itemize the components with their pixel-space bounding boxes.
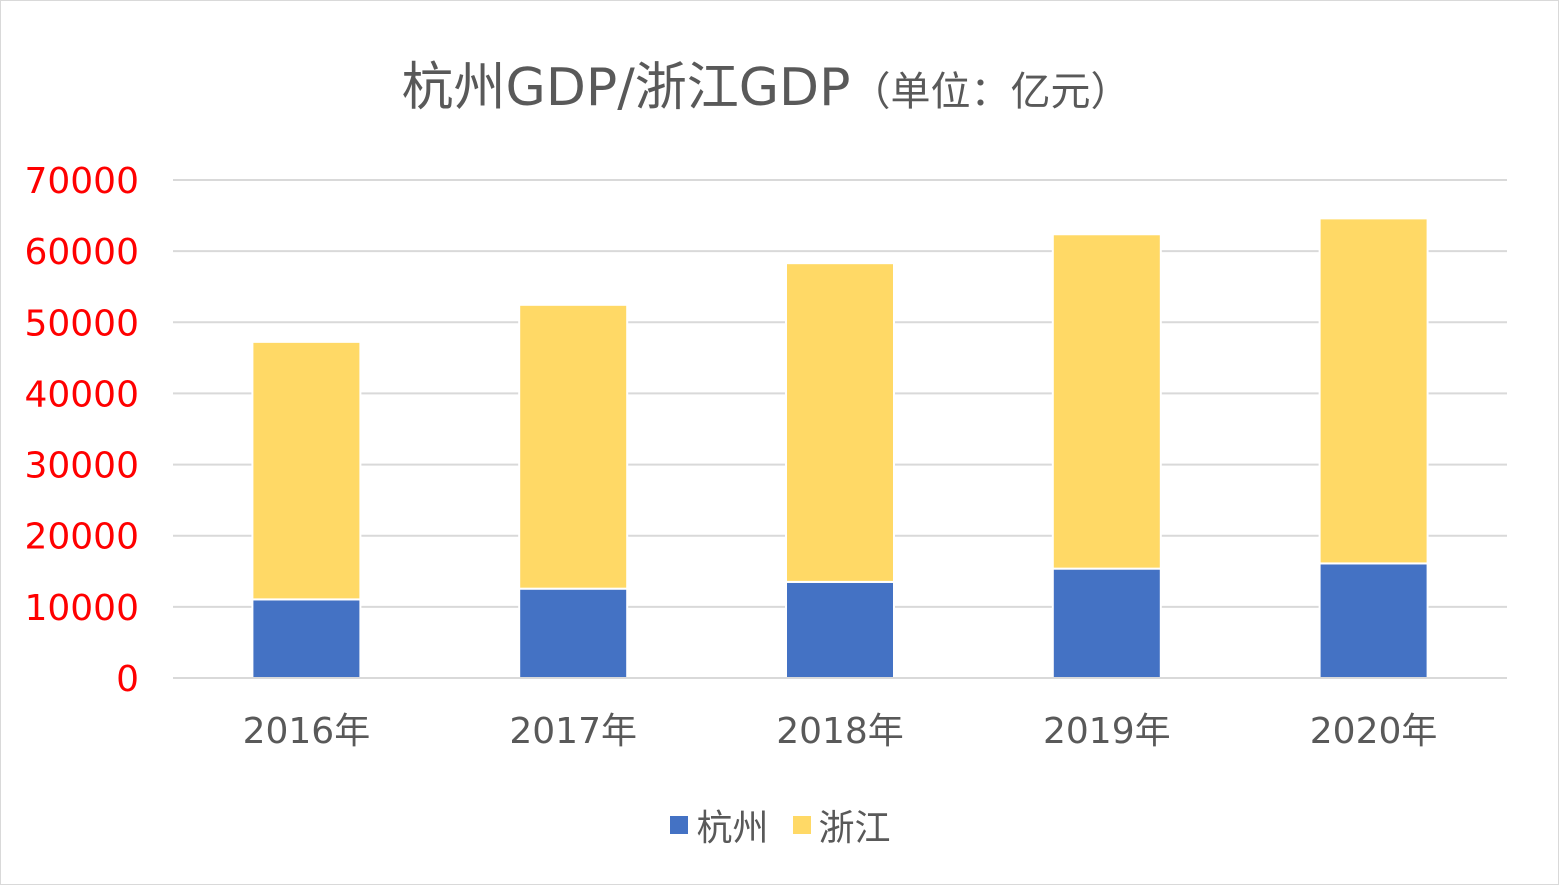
y-tick-label: 50000 [24, 303, 139, 344]
legend-label-zhejiang: 浙江 [818, 808, 891, 849]
bar-hangzhou [518, 587, 629, 680]
y-tick-label: 70000 [24, 161, 139, 202]
chart-title: 杭州GDP/浙江GDP（单位：亿元） [1, 45, 1531, 120]
legend-swatch-hangzhou [670, 816, 689, 834]
y-tick-label: 60000 [24, 232, 139, 273]
bar-zhejiang [251, 340, 362, 601]
legend-item-hangzhou: 杭州 [670, 799, 769, 851]
bar-zhejiang [785, 262, 895, 583]
bar-hangzhou [251, 598, 362, 679]
y-tick-label: 30000 [24, 446, 139, 487]
x-tick-label: 2017年 [509, 711, 637, 752]
y-tick-label: 40000 [24, 374, 139, 415]
legend-label-hangzhou: 杭州 [696, 808, 769, 849]
y-tick-label: 0 [116, 659, 139, 700]
legend-swatch-zhejiang [792, 816, 811, 834]
chart-title-main: 杭州GDP/浙江GDP [401, 58, 851, 118]
bar-hangzhou [1051, 567, 1162, 679]
bar-zhejiang [1318, 217, 1429, 565]
x-tick-label: 2018年 [776, 711, 904, 752]
y-tick-label: 20000 [24, 517, 139, 558]
legend: 杭州 浙江 [1, 799, 1559, 851]
x-tick-label: 2020年 [1310, 711, 1438, 752]
x-tick-label: 2019年 [1043, 711, 1171, 752]
bar-zhejiang [518, 303, 629, 590]
y-tick-label: 10000 [24, 588, 139, 629]
bar-zhejiang [1051, 233, 1162, 570]
x-tick-label: 2016年 [243, 711, 371, 752]
chart-title-unit: （单位：亿元） [850, 69, 1131, 115]
bar-hangzhou [785, 580, 895, 680]
legend-item-zhejiang: 浙江 [792, 799, 891, 851]
bar-hangzhou [1318, 562, 1429, 679]
